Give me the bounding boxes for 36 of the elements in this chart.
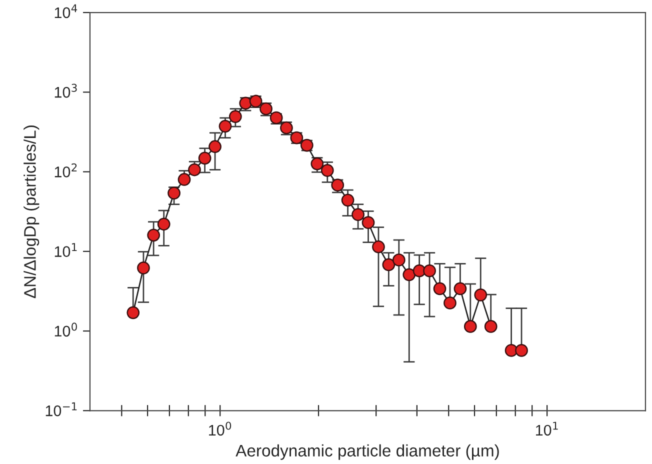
point	[484, 320, 498, 333]
x-axis-title: Aerodynamic particle diameter (µm)	[236, 444, 499, 460]
point	[320, 164, 334, 177]
point	[444, 296, 456, 310]
point	[412, 264, 426, 278]
y-tick-label: 10$^{−1}$	[46, 402, 77, 416]
point	[208, 140, 222, 154]
point	[168, 186, 180, 200]
y-axis-title: ΔN/ΔlogDp (particles/L)	[24, 126, 40, 298]
y-tick-label: 10$^{2}$	[54, 163, 77, 178]
point	[352, 208, 364, 222]
point	[423, 264, 436, 278]
point	[178, 173, 191, 186]
point	[433, 282, 446, 296]
y-tick-label: 10$^{1}$	[54, 243, 77, 257]
point	[218, 120, 232, 133]
point	[126, 306, 140, 320]
point	[504, 344, 518, 357]
point	[392, 254, 406, 266]
point	[515, 344, 528, 357]
point	[474, 288, 488, 302]
y-tick-label: 10$^{3}$	[54, 84, 77, 98]
point	[402, 268, 416, 282]
point	[454, 282, 467, 296]
point	[382, 258, 396, 272]
point	[372, 240, 385, 254]
y-tick-label: 10$^{0}$	[54, 322, 77, 337]
point	[157, 218, 170, 231]
point	[310, 157, 324, 170]
point	[147, 228, 160, 242]
point	[362, 216, 375, 230]
point	[137, 261, 150, 274]
y-tick-label: 10$^{4}$	[54, 4, 78, 18]
point	[341, 194, 354, 207]
point	[198, 152, 212, 165]
point	[464, 320, 477, 333]
